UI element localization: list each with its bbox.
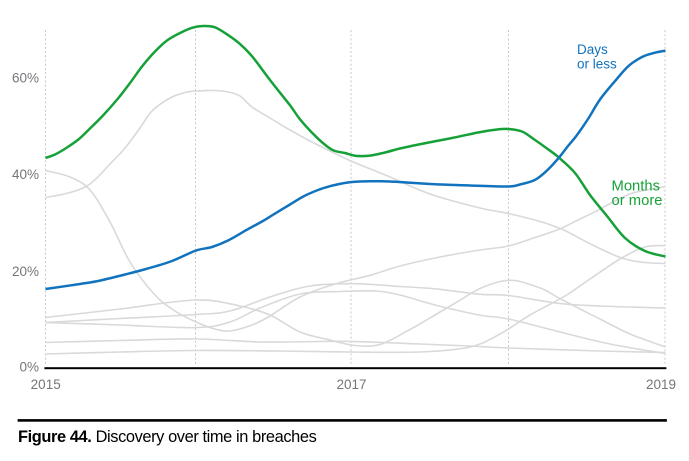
svg-text:or less: or less <box>577 57 617 72</box>
svg-text:60%: 60% <box>12 71 39 86</box>
svg-text:2019: 2019 <box>646 377 676 392</box>
svg-text:or more: or more <box>612 193 663 209</box>
svg-text:2015: 2015 <box>31 377 61 392</box>
svg-text:Figure 44. Discovery over time: Figure 44. Discovery over time in breach… <box>18 428 317 446</box>
svg-text:40%: 40% <box>12 167 39 182</box>
svg-text:Months: Months <box>612 179 661 195</box>
svg-text:20%: 20% <box>12 264 39 279</box>
svg-text:0%: 0% <box>19 359 39 374</box>
svg-text:Days: Days <box>577 42 608 57</box>
svg-text:2017: 2017 <box>336 377 366 392</box>
